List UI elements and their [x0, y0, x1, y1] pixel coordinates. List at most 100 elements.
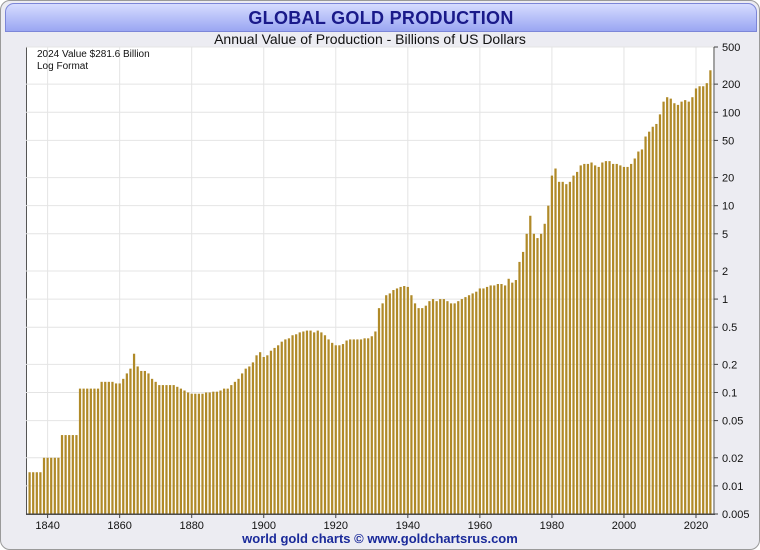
bar	[410, 295, 413, 514]
bar	[132, 353, 136, 514]
bar	[493, 285, 496, 514]
bar	[464, 297, 467, 514]
bar	[68, 435, 71, 514]
y-tick-label: 10	[722, 201, 734, 213]
bar	[514, 280, 518, 514]
bar	[478, 288, 481, 514]
bar	[331, 342, 334, 514]
bar	[352, 339, 355, 514]
bar	[194, 393, 197, 514]
bar	[183, 390, 186, 514]
bar	[547, 205, 550, 515]
bar	[399, 286, 402, 514]
bar	[150, 378, 154, 514]
bar	[453, 303, 456, 514]
x-tick-label: 1900	[251, 520, 275, 532]
bar	[705, 83, 708, 514]
bar	[673, 103, 676, 514]
bar	[594, 165, 597, 515]
bar	[529, 215, 532, 515]
bar	[172, 385, 175, 514]
bar	[143, 370, 146, 514]
bar	[428, 301, 431, 514]
x-tick-label: 2020	[684, 520, 708, 532]
bar	[226, 388, 229, 514]
bar	[338, 345, 341, 514]
bar	[395, 288, 399, 514]
bar	[165, 385, 168, 514]
bar	[158, 385, 161, 514]
bar	[147, 373, 150, 514]
bar	[75, 435, 78, 514]
y-tick-label: 0.005	[722, 509, 750, 521]
bar	[302, 331, 305, 514]
bar	[655, 123, 658, 515]
bar	[86, 388, 89, 514]
bar	[424, 305, 427, 514]
bar	[176, 386, 179, 514]
bar	[518, 261, 521, 514]
bar	[28, 472, 31, 514]
x-tick-label: 1980	[540, 520, 564, 532]
bar	[309, 330, 312, 514]
bar	[39, 472, 42, 514]
bar	[359, 339, 363, 514]
bar	[320, 332, 323, 514]
bar	[496, 284, 499, 514]
bar	[82, 388, 85, 514]
bar	[125, 373, 128, 514]
bar	[122, 378, 125, 514]
bar	[392, 290, 395, 514]
annotation-format: Log Format	[37, 61, 89, 72]
bar	[168, 385, 172, 514]
bar	[521, 251, 525, 515]
y-tick-label: 0.2	[722, 359, 737, 371]
bar	[561, 181, 564, 514]
bar	[295, 334, 298, 514]
bar	[140, 370, 143, 514]
bar	[449, 303, 453, 514]
bar	[680, 101, 683, 515]
bar	[406, 286, 409, 514]
bar	[248, 366, 251, 514]
bar	[349, 339, 352, 514]
bar	[615, 163, 618, 514]
bar	[446, 301, 449, 514]
bar	[536, 238, 539, 515]
bar	[313, 332, 316, 514]
bar	[385, 295, 388, 514]
bar	[237, 378, 240, 514]
bar	[485, 286, 489, 514]
bar	[417, 308, 420, 514]
bar	[298, 332, 301, 514]
bar	[687, 101, 690, 515]
y-tick-label: 200	[722, 79, 740, 91]
bar	[604, 161, 608, 514]
y-tick-label: 500	[722, 42, 740, 54]
bar	[648, 131, 651, 514]
bar	[186, 392, 190, 514]
bar	[241, 373, 244, 514]
bar	[507, 278, 510, 514]
bar	[255, 355, 258, 514]
x-tick-label: 1840	[35, 520, 59, 532]
bar	[230, 385, 233, 514]
bar	[334, 345, 337, 514]
bar	[219, 390, 222, 514]
x-tick-label: 1880	[179, 520, 203, 532]
bar	[212, 391, 215, 514]
bar	[568, 181, 572, 514]
bar	[698, 86, 701, 514]
bar	[197, 393, 201, 514]
bar	[633, 158, 636, 514]
y-tick-label: 2	[722, 266, 728, 278]
bar	[503, 285, 507, 514]
bar	[489, 285, 492, 514]
bar	[525, 233, 528, 515]
bar	[35, 472, 38, 514]
bar	[46, 457, 49, 514]
bar	[118, 383, 121, 514]
bar	[658, 114, 662, 514]
